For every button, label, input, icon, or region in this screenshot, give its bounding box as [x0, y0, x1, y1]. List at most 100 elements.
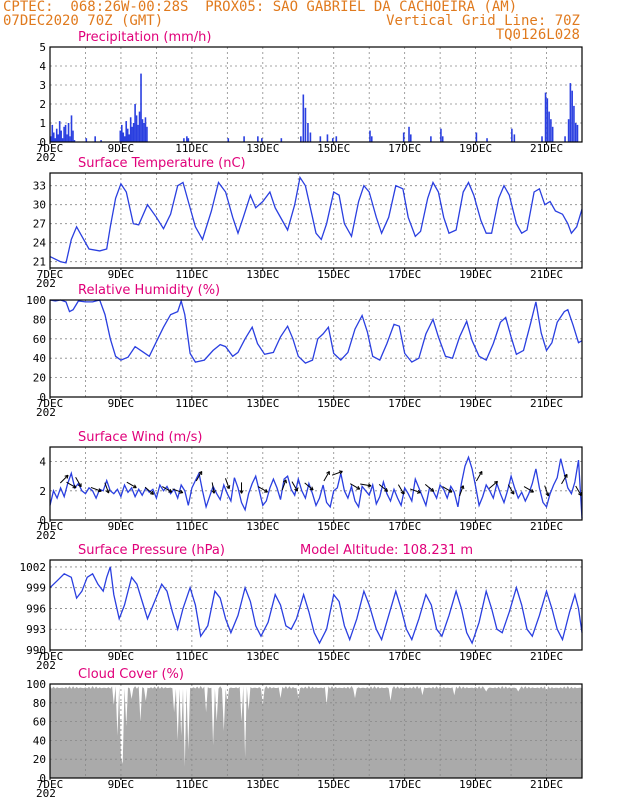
cloud-area — [50, 685, 582, 778]
cloud-xtick-label: 21DEC — [530, 778, 563, 791]
temp-xtick-label: 7DEC — [37, 268, 64, 281]
precip-bar — [100, 140, 102, 142]
wind-series-line — [49, 455, 583, 519]
wind-arrow — [257, 486, 268, 493]
temp-title: Surface Temperature (nC) — [78, 156, 246, 171]
wind-ytick-label: 0 — [39, 514, 46, 527]
precip-bar — [511, 128, 513, 142]
precip-bar — [546, 98, 549, 142]
rh-panel: Relative Humidity (%) 0 20 40 60 80 100 7DEC 9DE… — [26, 283, 583, 419]
precip-bar — [409, 134, 412, 142]
wind-xtick-label: 9DEC — [108, 520, 135, 533]
rh-ytick-label: 20 — [33, 372, 46, 385]
temp-ytick-label: 33 — [33, 180, 46, 193]
precip-bar — [141, 119, 144, 142]
wind-arrow — [350, 483, 361, 490]
wind-arrow-head — [180, 489, 184, 494]
precip-bar — [72, 130, 74, 142]
wind-arrow — [195, 471, 203, 482]
precip-bar — [73, 140, 76, 142]
wind-arrow-head — [198, 471, 202, 474]
wind-arrow — [59, 474, 69, 484]
wind-arrow — [561, 474, 568, 485]
precip-bar — [335, 136, 338, 142]
precip-bar — [122, 132, 125, 142]
wind-arrow-head — [151, 490, 154, 495]
precip-bar — [132, 123, 135, 142]
precip-bar — [574, 123, 577, 142]
press-xtick-label: 7DEC — [37, 650, 64, 663]
wind-arrow-head — [64, 474, 69, 477]
precip-bar — [60, 130, 62, 142]
precip-bar — [67, 123, 70, 142]
wind-arrow — [162, 486, 173, 493]
cloud-ytick-label: 100 — [26, 678, 46, 691]
temp-ytick-label: 30 — [33, 199, 46, 212]
wind-panel: Surface Wind (m/s) 0 2 4 7DEC 9DEC 11DEC 13DEC 1… — [36, 430, 583, 542]
precip-xtick-label: 19DEC — [459, 142, 492, 155]
rh-frame — [49, 299, 583, 398]
precip-bar — [369, 130, 371, 142]
wind-arrow-head — [228, 485, 231, 489]
temp-panel: Surface Temperature (nC) 21 24 27 30 33 7DEC 9D… — [33, 156, 583, 290]
press-ytick-label: 999 — [26, 582, 46, 595]
wind-arrow — [331, 470, 343, 476]
press-ytick-label: 990 — [26, 644, 46, 657]
wind-ytick-label: 4 — [39, 456, 46, 469]
precip-bar — [140, 73, 142, 142]
cloud-panel: Cloud Cover (%) 0 20 40 60 80 100 7DEC 9DEC 11DEC… — [26, 667, 583, 800]
precip-bar — [146, 126, 148, 142]
rh-xtick-label: 9DEC — [108, 397, 135, 410]
header-line1: CPTEC: 068:26W-00:28S PROX05: SAO GABRIE… — [3, 0, 518, 15]
precip-bar — [131, 126, 133, 142]
precip-title: Precipitation (mm/h) — [78, 30, 211, 45]
cloud-ytick-label: 0 — [39, 772, 46, 785]
rh-year-label: 202 — [36, 406, 56, 419]
precip-xtick-label: 17DEC — [388, 142, 421, 155]
wind-xtick-label: 19DEC — [459, 520, 492, 533]
wind-arrow — [488, 481, 498, 489]
precip-bar — [280, 138, 283, 142]
wind-arrow — [360, 483, 372, 487]
wind-arrow — [75, 477, 82, 488]
wind-arrow — [90, 486, 102, 492]
precip-xtick-label: 7DEC — [37, 142, 64, 155]
precip-bar — [408, 126, 410, 142]
wind-arrow — [507, 484, 515, 495]
precip-bar — [129, 117, 132, 142]
wind-arrow-head — [241, 490, 244, 494]
temp-xtick-label: 15DEC — [317, 268, 350, 281]
rh-xtick-label: 13DEC — [246, 397, 279, 410]
precip-bar — [576, 124, 579, 142]
cloud-ytick-label: 60 — [33, 716, 46, 729]
rh-xtick-label: 7DEC — [37, 397, 64, 410]
precip-xtick-label: 11DEC — [175, 142, 208, 155]
precip-bar — [134, 104, 136, 142]
temp-frame — [49, 172, 583, 269]
wind-xtick-label: 11DEC — [175, 520, 208, 533]
rh-title: Relative Humidity (%) — [78, 283, 220, 298]
precip-bar — [402, 132, 405, 142]
precip-bar — [66, 134, 68, 142]
wind-arrow — [378, 483, 388, 492]
press-xtick-label: 13DEC — [246, 650, 279, 663]
press-xtick-label: 19DEC — [459, 650, 492, 663]
cloud-xtick-label: 19DEC — [459, 778, 492, 791]
precip-bar — [61, 138, 64, 142]
press-panel: Surface Pressure (hPa) Model Altitude: 10… — [20, 543, 583, 672]
wind-arrow — [424, 483, 435, 492]
wind-xtick-label: 15DEC — [317, 520, 350, 533]
precip-bar — [257, 136, 259, 142]
press-xtick-label: 17DEC — [388, 650, 421, 663]
precip-bar — [475, 132, 478, 142]
wind-arrow-head — [326, 471, 330, 474]
temp-ytick-label: 21 — [33, 256, 46, 269]
wind-arrow — [409, 488, 421, 494]
wind-ytick-label: 2 — [39, 485, 46, 498]
precip-bar — [50, 136, 52, 142]
wind-arrow — [104, 482, 110, 494]
precip-bar — [302, 94, 305, 142]
precip-bar — [119, 130, 122, 142]
temp-xtick-label: 9DEC — [108, 268, 135, 281]
